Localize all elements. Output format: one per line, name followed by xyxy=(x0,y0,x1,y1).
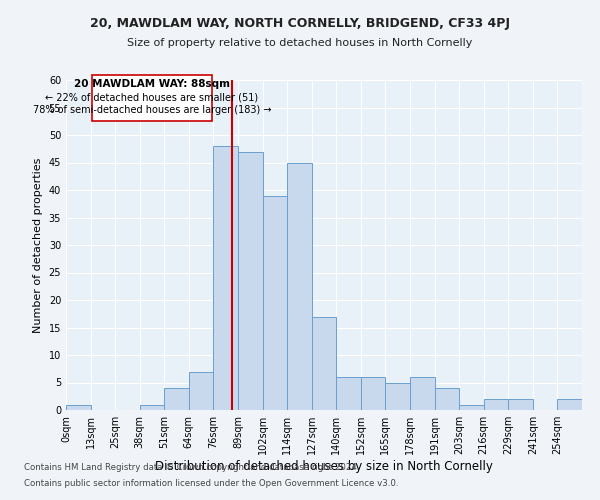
Bar xyxy=(140,404,164,410)
Bar xyxy=(238,152,263,410)
Text: 20, MAWDLAM WAY, NORTH CORNELLY, BRIDGEND, CF33 4PJ: 20, MAWDLAM WAY, NORTH CORNELLY, BRIDGEN… xyxy=(90,18,510,30)
Bar xyxy=(508,399,533,410)
Bar xyxy=(434,388,459,410)
Bar xyxy=(164,388,189,410)
X-axis label: Distribution of detached houses by size in North Cornelly: Distribution of detached houses by size … xyxy=(155,460,493,473)
Bar xyxy=(214,146,238,410)
Bar xyxy=(410,377,434,410)
Y-axis label: Number of detached properties: Number of detached properties xyxy=(33,158,43,332)
Bar xyxy=(336,377,361,410)
Bar xyxy=(66,404,91,410)
Bar xyxy=(484,399,508,410)
Bar xyxy=(287,162,312,410)
Text: 78% of semi-detached houses are larger (183) →: 78% of semi-detached houses are larger (… xyxy=(33,106,271,116)
Bar xyxy=(459,404,484,410)
Bar xyxy=(263,196,287,410)
Bar xyxy=(92,74,212,122)
Bar xyxy=(312,316,336,410)
Bar xyxy=(385,382,410,410)
Text: 20 MAWDLAM WAY: 88sqm: 20 MAWDLAM WAY: 88sqm xyxy=(74,79,230,89)
Text: Size of property relative to detached houses in North Cornelly: Size of property relative to detached ho… xyxy=(127,38,473,48)
Text: Contains public sector information licensed under the Open Government Licence v3: Contains public sector information licen… xyxy=(24,478,398,488)
Bar xyxy=(361,377,385,410)
Text: Contains HM Land Registry data © Crown copyright and database right 2024.: Contains HM Land Registry data © Crown c… xyxy=(24,464,359,472)
Text: ← 22% of detached houses are smaller (51): ← 22% of detached houses are smaller (51… xyxy=(46,92,259,102)
Bar xyxy=(189,372,214,410)
Bar xyxy=(557,399,582,410)
